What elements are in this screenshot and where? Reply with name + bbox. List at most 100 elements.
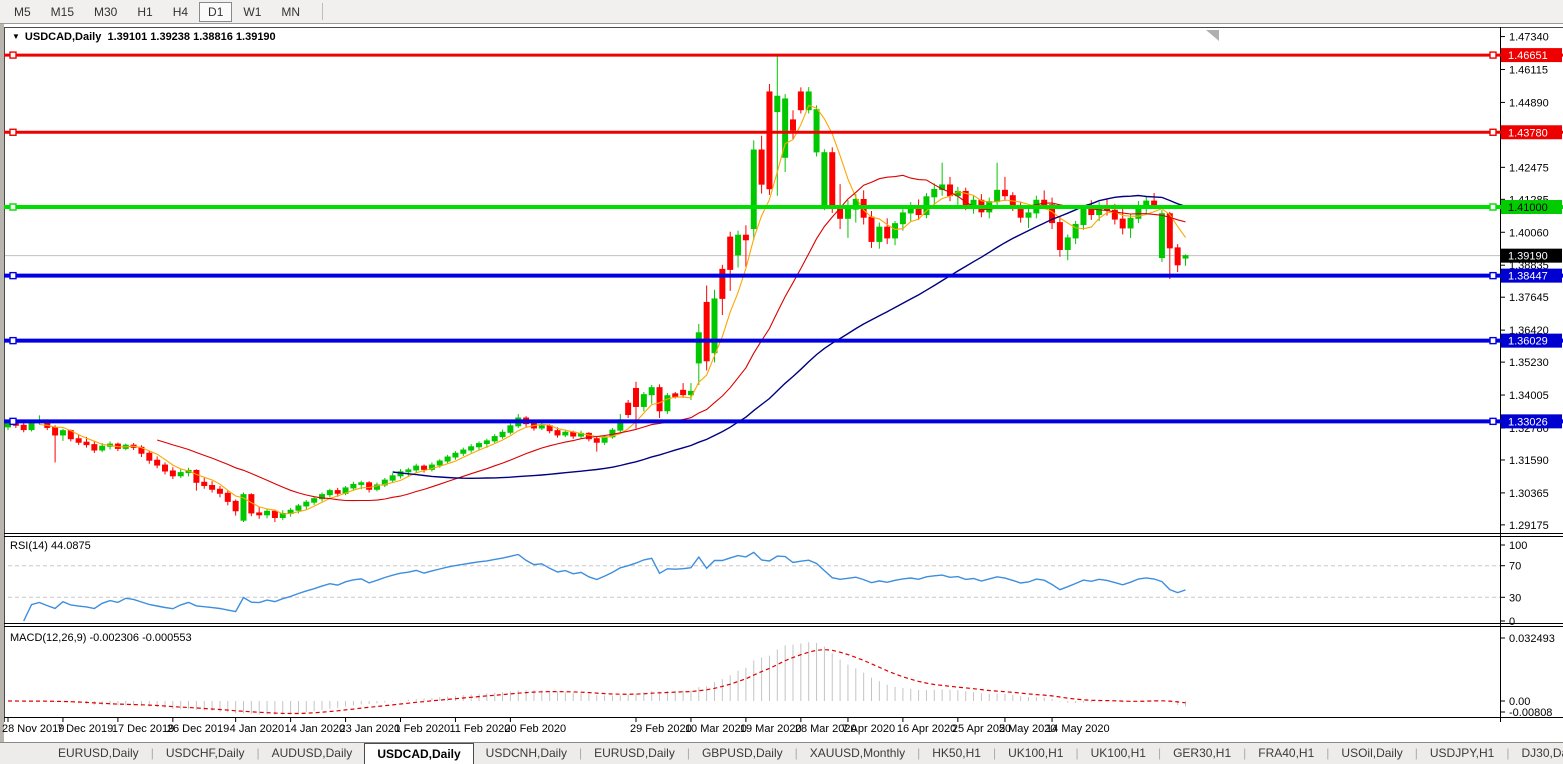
price-tick-label: 1.30365 [1509, 488, 1549, 500]
rsi-tick-label: 30 [1509, 592, 1521, 604]
chart-ohlc-values: 1.39101 1.39238 1.38816 1.39190 [107, 31, 276, 43]
tab-usdchf-daily[interactable]: USDCHF,Daily [165, 746, 245, 760]
tab-usoil-daily[interactable]: USOil,Daily [1341, 746, 1403, 760]
line-handle[interactable] [1489, 51, 1497, 59]
macd-signal-line [8, 648, 1186, 715]
price-badge-text: 1.33026 [1508, 416, 1548, 428]
tab-usdcad-daily[interactable]: USDCAD,Daily [364, 743, 474, 764]
tab-separator: | [1243, 746, 1247, 760]
timeframe-button-m30[interactable]: M30 [94, 4, 118, 19]
line-handle[interactable] [9, 271, 17, 280]
price-badge-text: 1.43780 [1508, 127, 1548, 139]
macd-histogram [15, 642, 1186, 715]
price-tick-label: 1.46115 [1509, 64, 1548, 76]
tab-separator: | [579, 746, 583, 760]
timeframe-button-mn[interactable]: MN [281, 4, 301, 19]
tab-audusd-daily[interactable]: AUDUSD,Daily [271, 746, 353, 760]
price-tick-label: 1.34005 [1509, 390, 1549, 402]
toolbar-separator [322, 3, 324, 20]
moving-average-5 [39, 104, 1186, 515]
line-handle[interactable] [9, 203, 17, 211]
tab-separator: | [256, 746, 260, 760]
timeframe-button-d1[interactable]: D1 [199, 1, 233, 22]
timeframe-button-h4[interactable]: H4 [172, 4, 189, 19]
date-label: 26 Dec 2019 [167, 723, 229, 735]
macd-tick-label: -0.00808 [1509, 707, 1552, 719]
price-tick-label: 1.35230 [1509, 357, 1549, 369]
chart-title: ▼ USDCAD,Daily 1.39101 1.39238 1.38816 1.… [12, 31, 276, 43]
date-label: 17 Dec 2019 [112, 723, 174, 735]
price-tick-label: 1.47340 [1509, 32, 1549, 44]
timeframe-button-w1[interactable]: W1 [243, 4, 262, 19]
price-badge-1.38447 [1501, 268, 1562, 283]
symbol-dropdown-icon[interactable]: ▼ [12, 32, 20, 41]
price-badge-1.46651 [1501, 48, 1562, 63]
price-badge-1.33026 [1501, 414, 1562, 429]
date-label: 14 May 2020 [1046, 723, 1110, 735]
line-handle[interactable] [1489, 336, 1497, 345]
tab-uk100-h1[interactable]: UK100,H1 [1090, 746, 1146, 760]
tab-usdjpy-h1[interactable]: USDJPY,H1 [1429, 746, 1495, 760]
price-tick-label: 1.31590 [1509, 455, 1549, 467]
line-handle[interactable] [9, 51, 17, 59]
tab-separator: | [686, 746, 690, 760]
price-badge-text: 1.38447 [1508, 271, 1548, 283]
line-handle[interactable] [9, 128, 17, 136]
price-tick-label: 1.42475 [1509, 162, 1549, 174]
date-label: 7 Apr 2020 [842, 723, 895, 735]
tab-separator: | [992, 746, 997, 760]
line-handle[interactable] [1489, 203, 1497, 211]
tab-gbpusd-daily[interactable]: GBPUSD,Daily [701, 746, 783, 760]
price-badge-1.43780 [1501, 125, 1562, 140]
rsi-indicator-label: RSI(14) 44.0875 [10, 540, 91, 552]
price-badge-1.39190 [1501, 248, 1562, 263]
date-label: 19 Mar 2020 [740, 723, 802, 735]
tab-hk50-h1[interactable]: HK50,H1 [932, 746, 981, 760]
line-handle[interactable] [1489, 417, 1497, 426]
rsi-tick-label: 0 [1509, 616, 1515, 628]
price-tick-label: 1.29175 [1509, 520, 1549, 532]
price-badge-text: 1.41000 [1508, 202, 1548, 214]
timeframe-button-m5[interactable]: M5 [14, 4, 31, 19]
rsi-tick-label: 100 [1509, 540, 1527, 552]
tab-usdcnh-daily[interactable]: USDCNH,Daily [485, 746, 568, 760]
price-badge-1.41000 [1501, 200, 1562, 214]
date-label: 5 May 2020 [999, 723, 1056, 735]
price-tick-label: 1.40060 [1509, 227, 1549, 239]
price-tick-label: 1.37645 [1509, 292, 1549, 304]
line-handle[interactable] [9, 417, 17, 426]
timeframe-button-m15[interactable]: M15 [50, 4, 75, 19]
tab-dj30-daily[interactable]: DJ30,Daily [1521, 746, 1563, 760]
tab-separator: | [794, 746, 798, 760]
tab-xauusd-monthly[interactable]: XAUUSD,Monthly [809, 746, 906, 760]
date-label: 11 Feb 2020 [449, 723, 510, 735]
tab-separator: | [1157, 746, 1162, 760]
macd-tick-label: 0.032493 [1509, 633, 1555, 645]
line-handle[interactable] [1489, 128, 1497, 136]
tab-uk100-h1[interactable]: UK100,H1 [1008, 746, 1064, 760]
date-label: 20 Feb 2020 [504, 723, 566, 735]
date-label: 16 Apr 2020 [897, 723, 956, 735]
date-label: 23 Jan 2020 [340, 723, 401, 735]
macd-tick-label: 0.00 [1509, 696, 1530, 708]
price-badge-text: 1.39190 [1508, 251, 1548, 263]
tab-fra40-h1[interactable]: FRA40,H1 [1258, 746, 1315, 760]
date-label: 29 Feb 2020 [630, 723, 692, 735]
tab-separator: | [1326, 746, 1330, 760]
date-label: 10 Mar 2020 [685, 723, 747, 735]
timeframe-button-h1[interactable]: H1 [137, 4, 153, 19]
line-handle[interactable] [9, 336, 17, 345]
line-handle[interactable] [1489, 271, 1497, 280]
date-label: 7 Dec 2019 [57, 723, 113, 735]
chart-tab-bar: EURUSD,Daily | USDCHF,Daily | AUDUSD,Daily US… [0, 742, 1563, 764]
date-label: 28 Mar 2020 [795, 723, 857, 735]
tab-separator: | [1414, 746, 1418, 760]
tab-eurusd-daily[interactable]: EURUSD,Daily [58, 746, 139, 760]
chart-shift-marker[interactable] [1206, 30, 1219, 41]
tab-eurusd-daily[interactable]: EURUSD,Daily [594, 746, 675, 760]
tab-separator: | [1075, 746, 1079, 760]
tab-ger30-h1[interactable]: GER30,H1 [1173, 746, 1232, 760]
